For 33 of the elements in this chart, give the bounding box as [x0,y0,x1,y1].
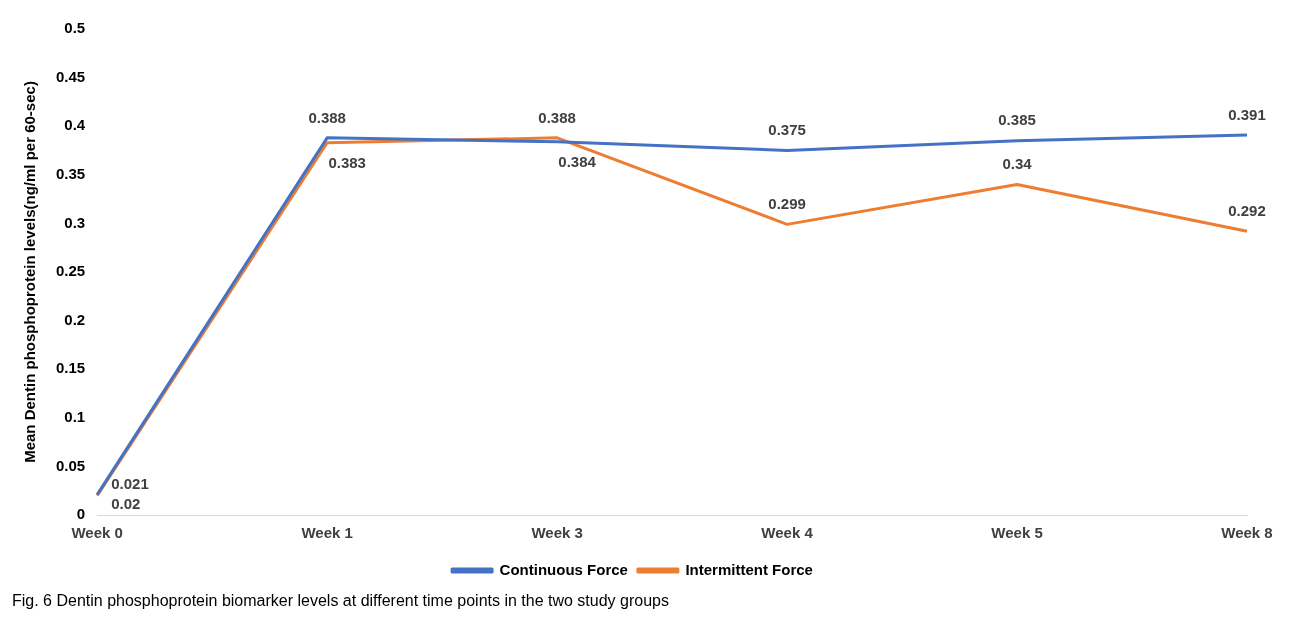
y-tick-label: 0.05 [55,456,86,474]
data-label: 0.384 [558,153,597,171]
y-tick-label: 0.25 [55,262,86,280]
x-tick-label: Week 3 [531,524,583,542]
x-tick-label: Week 1 [301,524,353,542]
data-label: 0.391 [1228,105,1266,123]
data-label: 0.292 [1228,201,1266,219]
x-tick-label: Week 4 [761,524,814,542]
y-tick-label: 0.15 [55,359,86,377]
x-tick-label: Week 5 [991,524,1043,542]
y-tick-label: 0.5 [64,19,86,37]
x-tick-label: Week 8 [1221,524,1273,542]
legend-label: Intermittent Force [685,560,813,578]
legend-label: Continuous Force [499,560,628,578]
data-label: 0.34 [1002,155,1033,173]
y-tick-label: 0.4 [64,116,86,134]
data-label: 0.021 [111,475,149,493]
data-label: 0.02 [111,495,141,513]
data-label: 0.299 [768,195,806,213]
y-tick-label: 0.3 [64,213,86,231]
data-label: 0.388 [308,108,346,126]
y-tick-label: 0 [76,505,86,523]
data-label: 0.388 [538,108,576,126]
data-label: 0.375 [768,121,806,139]
y-tick-label: 0.45 [55,67,86,85]
y-tick-label: 0.2 [64,310,86,328]
y-tick-label: 0.1 [64,407,86,425]
y-axis-title: Mean Dentin phosphoprotein levels(ng/ml per 60-sec) [21,81,39,463]
x-tick-label: Week 0 [71,524,123,542]
data-label: 0.383 [328,154,366,172]
data-label: 0.385 [998,111,1036,129]
y-tick-label: 0.35 [55,164,86,182]
caption: Fig. 6 Dentin phosphoprotein biomarker levels at different time points in the two study groups [11,592,670,610]
